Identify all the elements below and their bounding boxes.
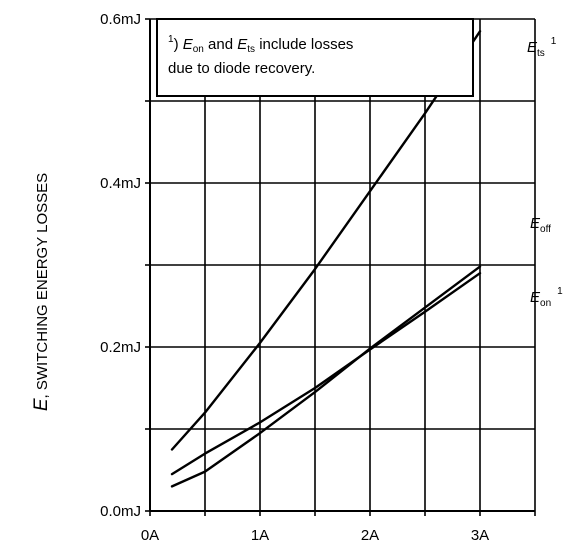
annotation-box <box>156 18 474 97</box>
series-label-ets: Ets1 <box>527 36 557 59</box>
x-tick-label: 1A <box>251 527 269 544</box>
x-tick-label: 0A <box>141 527 159 544</box>
y-tick-label: 0.0mJ <box>100 503 141 520</box>
annotation-line-2: due to diode recovery. <box>168 60 315 77</box>
annotation-line-1: 1) Eon and Ets include losses <box>168 34 353 55</box>
series-line-eon <box>170 265 482 488</box>
x-tick-label: 3A <box>471 527 489 544</box>
axes <box>145 18 536 516</box>
series-lines <box>170 30 482 488</box>
tick-labels: 0.0mJ 0.2mJ 0.4mJ 0.6mJ 0A 1A 2A 3A <box>100 11 489 544</box>
y-tick-label: 0.2mJ <box>100 339 141 356</box>
annotation-note: 1) Eon and Ets include losses due to dio… <box>156 18 474 97</box>
series-line-ets <box>170 30 482 451</box>
y-axis-title: E, SWITCHING ENERGY LOSSES <box>31 173 52 411</box>
series-label-eoff: Eoff <box>530 215 551 235</box>
x-tick-label: 2A <box>361 527 379 544</box>
y-tick-label: 0.4mJ <box>100 175 141 192</box>
series-line-eoff <box>170 272 482 476</box>
y-tick-label: 0.6mJ <box>100 11 141 28</box>
series-label-eon: Eon1 <box>530 286 563 309</box>
